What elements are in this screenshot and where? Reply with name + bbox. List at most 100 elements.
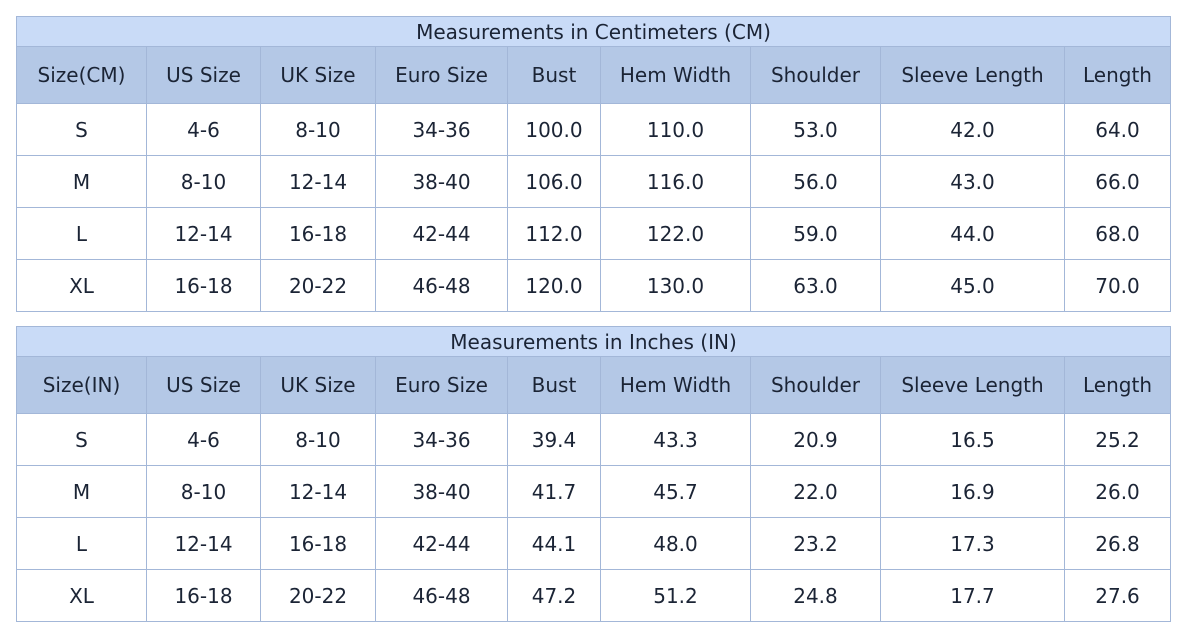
column-header: UK Size (260, 356, 376, 414)
column-header: Sleeve Length (880, 356, 1065, 414)
table-cell: 47.2 (507, 569, 601, 622)
table-cell: 48.0 (600, 517, 751, 570)
table-cell: 8-10 (260, 103, 376, 156)
table-cell: 116.0 (600, 155, 751, 208)
table-cell: L (16, 517, 147, 570)
column-header: Length (1063, 356, 1172, 414)
column-header: Shoulder (750, 46, 881, 104)
column-header: US Size (146, 356, 261, 414)
table-cell: 24.8 (750, 569, 881, 622)
header-row: Size(CM) US Size UK Size Euro Size Bust Hem W… (16, 46, 1171, 104)
table-cell: 16-18 (146, 569, 261, 622)
table-cell: 42-44 (375, 517, 508, 570)
table-cell: 122.0 (600, 207, 751, 260)
table-cell: 66.0 (1064, 155, 1171, 208)
table-cell: 59.0 (750, 207, 881, 260)
table-row: L 12-14 16-18 42-44 112.0 122.0 59.0 44.0 68.0 (16, 207, 1171, 260)
table-cell: 8-10 (146, 465, 261, 518)
table-row: XL 16-18 20-22 46-48 120.0 130.0 63.0 45.0 70.0 (16, 259, 1171, 312)
table-cell: 43.0 (880, 155, 1065, 208)
table-cell: 38-40 (375, 465, 508, 518)
table-cell: 120.0 (507, 259, 601, 312)
table-cell: 4-6 (146, 413, 261, 466)
table-cell: 43.3 (600, 413, 751, 466)
table-cell: S (16, 103, 147, 156)
table-cell: 110.0 (600, 103, 751, 156)
table-cell: 16-18 (146, 259, 261, 312)
table-title: Measurements in Inches (IN) (15, 326, 1172, 357)
table-cell: 34-36 (375, 103, 508, 156)
table-cell: 42.0 (880, 103, 1065, 156)
table-cell: 16.9 (880, 465, 1065, 518)
column-header: Bust (507, 46, 601, 104)
table-cell: 20-22 (260, 569, 376, 622)
table-cell: 45.7 (600, 465, 751, 518)
table-cell: 12-14 (260, 155, 376, 208)
table-cell: 64.0 (1064, 103, 1171, 156)
table-row: S 4-6 8-10 34-36 100.0 110.0 53.0 42.0 64.0 (16, 103, 1171, 156)
column-header: Size(CM) (16, 46, 147, 104)
table-cell: 130.0 (600, 259, 751, 312)
table-cell: 51.2 (600, 569, 751, 622)
column-header: Hem Width (600, 46, 751, 104)
table-title-row: Measurements in Centimeters (CM) (16, 16, 1171, 47)
table-cell: 56.0 (750, 155, 881, 208)
header-row: Size(IN) US Size UK Size Euro Size Bust Hem W… (16, 356, 1172, 414)
table-cell: 44.0 (880, 207, 1065, 260)
table-cell: XL (16, 569, 147, 622)
table-cell: 26.0 (1063, 465, 1172, 518)
column-header: Euro Size (375, 46, 508, 104)
table-cell: 16.5 (880, 413, 1065, 466)
table-cell: M (16, 465, 147, 518)
table-cell: 22.0 (750, 465, 881, 518)
table-cell: 53.0 (750, 103, 881, 156)
table-cell: 41.7 (507, 465, 601, 518)
column-header: Bust (507, 356, 601, 414)
table-cell: 25.2 (1063, 413, 1172, 466)
table-cell: 63.0 (750, 259, 881, 312)
table-cell: 20-22 (260, 259, 376, 312)
table-title: Measurements in Centimeters (CM) (16, 16, 1171, 47)
cm-size-table: Measurements in Centimeters (CM) Size(CM)… (16, 16, 1171, 312)
table-cell: 12-14 (146, 517, 261, 570)
table-cell: 17.3 (880, 517, 1065, 570)
table-cell: S (16, 413, 147, 466)
table-cell: 38-40 (375, 155, 508, 208)
column-header: Length (1064, 46, 1171, 104)
column-header: US Size (146, 46, 261, 104)
table-cell: 16-18 (260, 207, 376, 260)
table-row: XL 16-18 20-22 46-48 47.2 51.2 24.8 17.7 27.6 (16, 569, 1172, 622)
table-cell: 17.7 (880, 569, 1065, 622)
table-cell: 8-10 (146, 155, 261, 208)
table-cell: M (16, 155, 147, 208)
table-cell: 8-10 (260, 413, 376, 466)
inch-size-table: Measurements in Inches (IN) Size(IN) US Si… (15, 326, 1172, 622)
table-cell: 44.1 (507, 517, 601, 570)
table-cell: 46-48 (375, 259, 508, 312)
column-header: UK Size (260, 46, 376, 104)
table-cell: XL (16, 259, 147, 312)
table-cell: L (16, 207, 147, 260)
table-cell: 27.6 (1063, 569, 1172, 622)
table-cell: 46-48 (375, 569, 508, 622)
column-header: Sleeve Length (880, 46, 1065, 104)
table-row: S 4-6 8-10 34-36 39.4 43.3 20.9 16.5 25.2 (16, 413, 1172, 466)
table-cell: 23.2 (750, 517, 881, 570)
table-cell: 112.0 (507, 207, 601, 260)
table-row: L 12-14 16-18 42-44 44.1 48.0 23.2 17.3 26.8 (16, 517, 1172, 570)
table-cell: 45.0 (880, 259, 1065, 312)
table-cell: 16-18 (260, 517, 376, 570)
table-cell: 39.4 (507, 413, 601, 466)
table-cell: 70.0 (1064, 259, 1171, 312)
table-cell: 12-14 (146, 207, 261, 260)
table-cell: 20.9 (750, 413, 881, 466)
table-cell: 34-36 (375, 413, 508, 466)
table-cell: 26.8 (1063, 517, 1172, 570)
table-cell: 12-14 (260, 465, 376, 518)
table-cell: 106.0 (507, 155, 601, 208)
table-cell: 42-44 (375, 207, 508, 260)
table-cell: 68.0 (1064, 207, 1171, 260)
table-cell: 4-6 (146, 103, 261, 156)
column-header: Shoulder (750, 356, 881, 414)
table-title-row: Measurements in Inches (IN) (15, 326, 1172, 357)
